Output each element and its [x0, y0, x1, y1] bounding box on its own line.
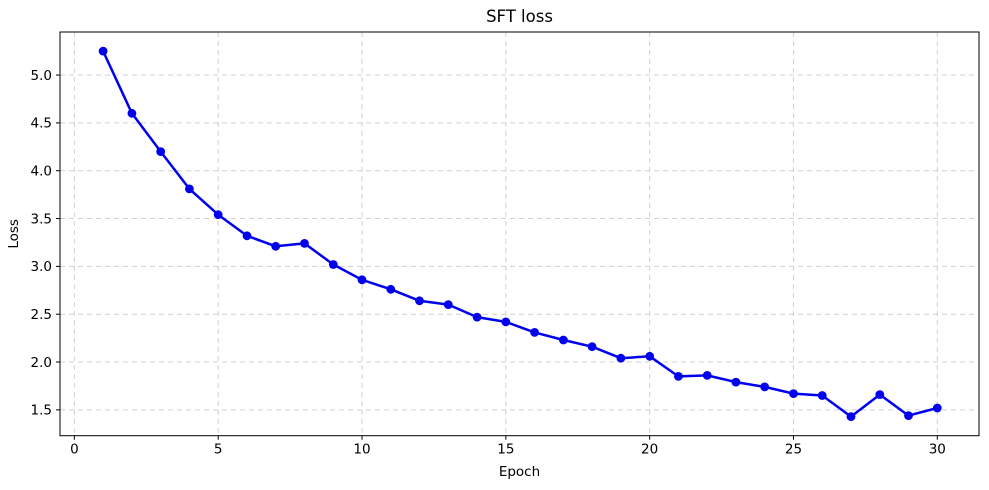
- data-point-marker: [472, 312, 482, 322]
- data-point-marker: [904, 411, 913, 420]
- x-tick-label: 15: [497, 442, 514, 458]
- data-point-marker: [328, 260, 338, 269]
- data-point-marker: [357, 275, 367, 285]
- plot-border: [59, 31, 980, 437]
- loss-line: [101, 49, 939, 418]
- data-point-marker: [587, 342, 597, 352]
- data-point-marker: [817, 391, 827, 400]
- data-point-marker: [443, 300, 453, 309]
- data-point-marker: [415, 296, 424, 306]
- data-point-marker: [300, 239, 309, 248]
- data-point-marker: [185, 184, 194, 194]
- y-tick-label: 2.0: [31, 355, 52, 371]
- y-tick-label: 1.5: [31, 403, 52, 419]
- x-tick-label: 25: [785, 442, 802, 458]
- y-tick-label: 3.0: [31, 259, 52, 275]
- data-point-marker: [846, 412, 856, 421]
- data-point-marker: [645, 351, 655, 361]
- data-point-marker: [932, 403, 942, 413]
- data-point-marker: [789, 389, 798, 398]
- y-tick-label: 3.5: [31, 211, 52, 227]
- x-axis-label: Epoch: [499, 464, 540, 480]
- grid-lines: [60, 32, 979, 436]
- data-point-marker: [702, 371, 712, 380]
- data-point-marker: [875, 390, 885, 399]
- y-tick-label: 4.0: [31, 164, 52, 180]
- x-tick-label: 20: [641, 442, 658, 458]
- chart-title: SFT loss: [486, 7, 553, 26]
- data-point-marker: [674, 372, 683, 381]
- data-point-marker: [731, 377, 741, 387]
- data-point-marker: [213, 210, 223, 220]
- data-point-marker: [271, 241, 281, 251]
- data-point-marker: [616, 353, 626, 363]
- data-point-marker: [98, 46, 108, 56]
- y-tick-label: 4.5: [31, 116, 52, 132]
- data-point-marker: [156, 147, 166, 157]
- data-point-marker: [559, 335, 568, 345]
- axis-ticks: [56, 74, 938, 440]
- data-point-marker: [530, 328, 539, 337]
- y-tick-label: 2.5: [31, 307, 52, 323]
- loss-series: [98, 46, 942, 421]
- x-tick-label: 10: [353, 442, 370, 458]
- data-point-marker: [386, 284, 396, 294]
- x-tick-label: 0: [70, 442, 79, 458]
- y-axis-label: Loss: [6, 219, 22, 249]
- data-point-marker: [760, 382, 770, 392]
- data-point-marker: [501, 317, 511, 327]
- x-tick-label: 5: [214, 442, 223, 458]
- data-point-marker: [242, 231, 252, 241]
- tick-labels: 0 5 10 15 20 25 30 1.5 2.0 2.5 3.0 3.5 4.0 4.5 5.0: [31, 68, 946, 458]
- x-tick-label: 30: [929, 442, 946, 458]
- y-tick-label: 5.0: [31, 68, 52, 84]
- data-point-marker: [127, 108, 137, 118]
